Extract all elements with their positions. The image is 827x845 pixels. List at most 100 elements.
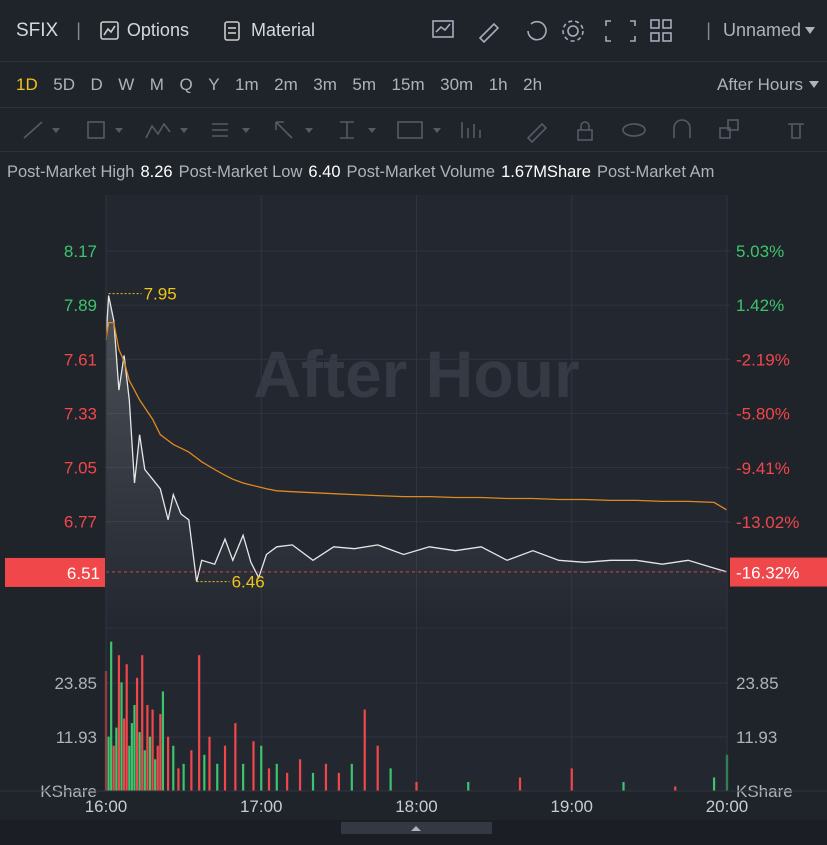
options-icon — [100, 20, 119, 40]
volume-bar — [148, 736, 152, 791]
annotation-label: 7.95 — [144, 285, 177, 304]
volume-bar — [167, 736, 170, 791]
volume-bar — [123, 718, 126, 791]
timeframe-button[interactable]: M — [149, 74, 164, 94]
timeframe-button[interactable]: 15m — [391, 74, 425, 94]
volume-bar — [674, 786, 677, 791]
y-tick-label: 7.33 — [64, 404, 97, 423]
y-tick-label: 23.85 — [54, 674, 97, 693]
timeframe-button[interactable]: 2m — [274, 74, 298, 94]
annotation-label: 6.46 — [232, 573, 265, 592]
timeframe-button[interactable]: 2h — [523, 74, 543, 94]
stat-label: Post-Market Am — [596, 162, 715, 181]
volume-bar — [156, 745, 159, 791]
volume-bar — [146, 704, 149, 791]
symbol[interactable]: SFIX — [16, 19, 59, 41]
toolbar-icons[interactable] — [428, 16, 688, 46]
options-button[interactable]: Options — [126, 20, 189, 40]
y-tick-label: 8.17 — [64, 242, 97, 261]
timeframe-button[interactable]: 1m — [235, 74, 259, 94]
volume-bar — [177, 768, 180, 791]
volume-bar — [389, 768, 392, 791]
stat-value: 8.26 — [140, 162, 173, 181]
y-tick-label: 11.93 — [56, 728, 97, 747]
average-line — [105, 321, 728, 511]
timeframe-button[interactable]: 30m — [440, 74, 474, 94]
volume-bar — [154, 759, 157, 791]
tool-icons[interactable] — [0, 108, 827, 152]
timeframe-button[interactable]: 3m — [313, 74, 337, 94]
volume-bar — [107, 736, 110, 791]
timeframe-button[interactable]: W — [118, 74, 135, 94]
volume-bar — [120, 682, 123, 791]
volume-bar — [203, 754, 206, 791]
volume-bar — [467, 781, 470, 791]
y2-tick-label: -2.19% — [736, 350, 790, 369]
scroll-bar[interactable] — [0, 820, 827, 845]
volume-bar — [286, 772, 289, 791]
x-tick-label: 17:00 — [240, 797, 283, 816]
volume-bar — [190, 750, 193, 791]
volume-bar — [112, 745, 115, 791]
volume-bar — [138, 732, 141, 791]
timeframe-button[interactable]: 1D — [16, 74, 38, 94]
session-select[interactable]: After Hours — [717, 74, 803, 94]
drawing-tools — [0, 108, 827, 152]
timeframe-button[interactable]: 5m — [352, 74, 377, 94]
volume-bar — [159, 714, 162, 791]
volume-bar — [622, 781, 625, 791]
volume-bar — [133, 704, 136, 791]
timeframe-button[interactable]: 5D — [53, 74, 75, 94]
volume-bar — [182, 763, 185, 791]
timeframe-button[interactable]: 1h — [488, 74, 508, 94]
stat-label: Post-Market Low — [178, 162, 303, 181]
timeframe-button[interactable]: Q — [179, 74, 193, 94]
price-line — [105, 295, 728, 582]
volume-bar — [117, 655, 121, 791]
last-price-label: 6.51 — [67, 564, 100, 583]
y-tick-label: 7.89 — [64, 296, 97, 315]
volume-bar — [712, 777, 716, 791]
y2-tick-label: -9.41% — [736, 459, 790, 478]
layout-name[interactable]: Unnamed — [722, 20, 801, 40]
volume-bar — [234, 723, 237, 791]
volume-bar — [208, 736, 211, 791]
last-change-label: -16.32% — [736, 564, 799, 583]
dropdown-arrow — [805, 26, 815, 34]
material-icon — [224, 20, 240, 41]
volume-bar — [337, 772, 340, 791]
top-bar: SFIX | Options Material | Unnamed — [0, 0, 827, 62]
last-price-box — [5, 557, 105, 587]
volume-bar — [311, 772, 315, 791]
volume-bar — [415, 781, 418, 791]
dropdown-arrow — [809, 80, 819, 88]
volume-bar — [141, 655, 144, 791]
volume-bar — [267, 768, 271, 791]
material-button[interactable]: Material — [250, 20, 315, 40]
timeframe-button[interactable]: Y — [208, 74, 220, 94]
x-tick-label: 16:00 — [85, 797, 128, 816]
timeframe-button[interactable]: D — [90, 74, 103, 94]
divider: | — [706, 20, 711, 40]
volume-bar — [376, 745, 379, 791]
y2-tick-label: -13.02% — [736, 513, 799, 532]
y-tick-label: 6.77 — [64, 513, 97, 532]
volume-bar — [110, 641, 113, 791]
volume-bar — [275, 763, 278, 791]
stats-bar: Post-Market High 8.26 Post-Market Low 6.40 P… — [0, 152, 827, 192]
volume-bar — [260, 745, 263, 791]
volume-bar — [172, 745, 175, 791]
stat-value: 6.40 — [308, 162, 341, 181]
volume-bar — [350, 763, 353, 791]
volume-bar — [363, 709, 366, 791]
x-tick-label: 20:00 — [706, 797, 749, 816]
y2-tick-label: 11.93 — [736, 728, 777, 747]
price-area — [106, 295, 727, 628]
volume-bar — [135, 677, 139, 791]
volume-bar — [143, 750, 146, 791]
volume-bar — [198, 655, 201, 791]
stat-value: 1.67MShare — [501, 162, 591, 181]
x-tick-label: 19:00 — [550, 797, 593, 816]
divider: | — [76, 20, 81, 40]
